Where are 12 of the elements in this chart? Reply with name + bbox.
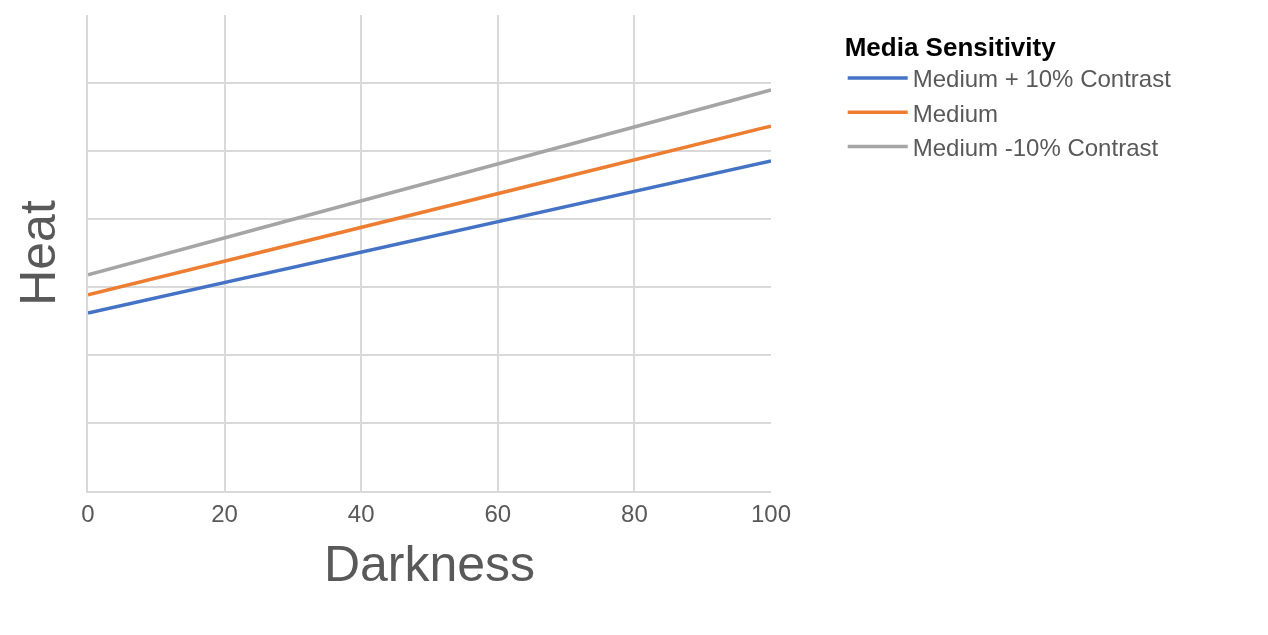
x-tick-label: 100 xyxy=(750,499,792,527)
x-axis-title: Darkness xyxy=(323,535,536,592)
legend-label: Medium + 10% Contrast xyxy=(912,65,1172,93)
x-tick-label: 60 xyxy=(484,499,512,527)
x-tick-label: 80 xyxy=(621,499,648,527)
x-tick-label: 20 xyxy=(211,499,238,527)
y-axis-title: Heat xyxy=(9,200,66,306)
x-tick-label: 40 xyxy=(347,499,375,527)
legend-label: Medium xyxy=(912,99,999,127)
x-tick-label: 0 xyxy=(81,499,95,527)
legend-title: Media Sensitivity xyxy=(844,31,1057,62)
legend-label: Medium -10% Contrast xyxy=(912,133,1159,161)
